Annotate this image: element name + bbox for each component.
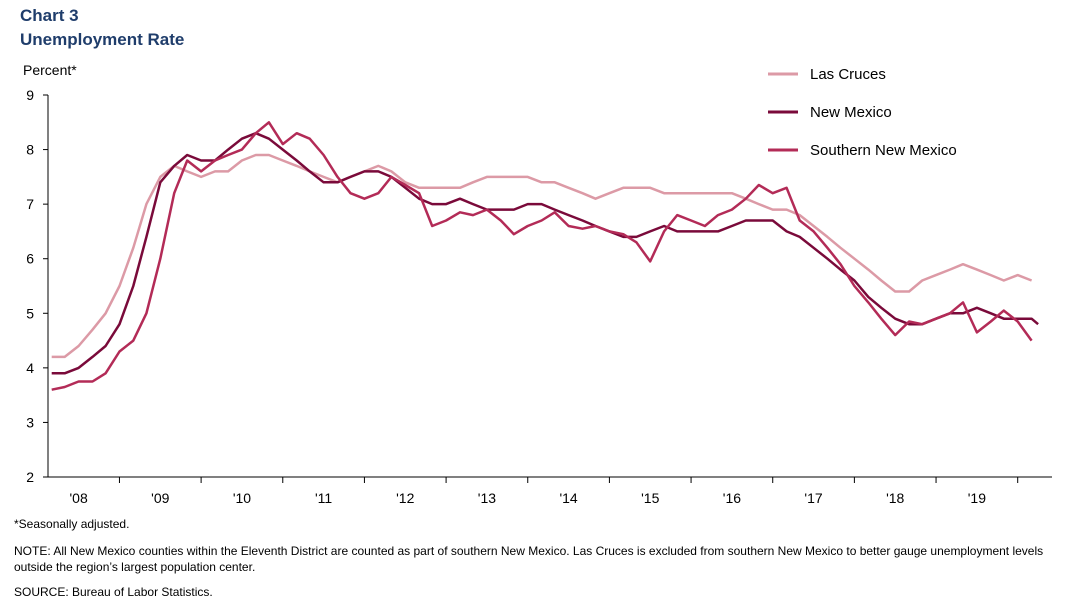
y-tick-label: 5: [26, 305, 34, 321]
y-tick-label: 6: [26, 251, 34, 267]
y-tick-label: 7: [26, 196, 34, 212]
series-line-southern-new-mexico: [51, 121, 1033, 391]
x-tick-label: '12: [396, 490, 414, 506]
x-tick-label: '14: [559, 490, 577, 506]
y-tick-label: 4: [26, 360, 34, 376]
series-line-las-cruces: [51, 153, 1033, 359]
y-tick-label: 8: [26, 142, 34, 158]
y-tick-label: 3: [26, 414, 34, 430]
note-footnote: NOTE: All New Mexico counties within the…: [14, 544, 1044, 574]
y-tick-label: 9: [26, 87, 34, 103]
x-tick-label: '09: [151, 490, 169, 506]
chart-subtitle: Unemployment Rate: [20, 30, 185, 49]
legend-label: Southern New Mexico: [810, 142, 957, 159]
y-tick-label: 2: [26, 469, 34, 485]
x-tick-label: '11: [315, 490, 332, 506]
source-footnote: SOURCE: Bureau of Labor Statistics.: [14, 585, 213, 599]
line-chart: Percent* 2 3 4 5 6 7 8 9 '08 '09 '10 '11 '12 '13 '14 '1…: [23, 62, 1052, 506]
x-tick-label: '13: [478, 490, 496, 506]
x-tick-label: '10: [233, 490, 251, 506]
seasonal-footnote: *Seasonally adjusted.: [14, 517, 130, 531]
legend-label: New Mexico: [810, 104, 892, 121]
x-tick-label: '19: [968, 490, 986, 506]
x-tick-label: '18: [886, 490, 904, 506]
legend-label: Las Cruces: [810, 66, 886, 83]
y-axis-label: Percent*: [23, 62, 77, 78]
x-tick-label: '16: [723, 490, 741, 506]
x-tick-label: '08: [69, 490, 87, 506]
x-tick-label: '15: [641, 490, 659, 506]
x-tick-label: '17: [804, 490, 822, 506]
chart-title: Chart 3: [20, 6, 79, 25]
